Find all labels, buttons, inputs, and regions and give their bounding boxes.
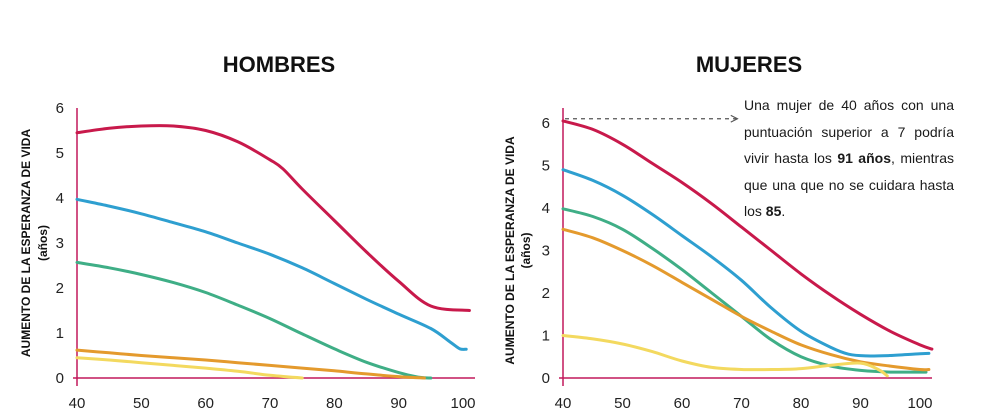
y-tick-label: 4 xyxy=(56,190,64,207)
y-axis-label: AUMENTO DE LA ESPERANZA DE VIDA xyxy=(19,129,33,358)
series-line-4 xyxy=(561,227,931,372)
annotation-text-before: Una mujer de 40 años con una puntuación … xyxy=(744,97,954,166)
y-axis-unit-label: (años) xyxy=(36,225,50,261)
series-line-2 xyxy=(561,168,931,358)
series-line-4 xyxy=(75,348,426,380)
series-line-3 xyxy=(561,207,928,374)
y-tick-label: 2 xyxy=(56,280,64,297)
y-tick-label: 4 xyxy=(542,200,550,217)
x-tick-label: 60 xyxy=(674,395,691,411)
y-tick-label: 3 xyxy=(542,243,550,260)
y-tick-label: 0 xyxy=(56,370,64,387)
y-tick-label: 6 xyxy=(56,100,64,117)
x-tick-label: 90 xyxy=(852,395,869,411)
x-tick-label: 70 xyxy=(733,395,750,411)
y-axis-unit-label: (años) xyxy=(519,232,533,268)
chart-title: HOMBRES xyxy=(223,52,335,77)
y-tick-label: 1 xyxy=(542,328,550,345)
x-tick-label: 80 xyxy=(793,395,810,411)
series-line-1 xyxy=(75,124,471,312)
x-tick-label: 50 xyxy=(614,395,631,411)
annotation-bold-age-2: 85 xyxy=(765,203,782,219)
y-tick-label: 2 xyxy=(542,285,550,302)
y-tick-label: 3 xyxy=(56,235,64,252)
chart-title: MUJERES xyxy=(696,52,802,77)
x-tick-label: 40 xyxy=(555,395,572,411)
annotation-text-middle: , mientras que una que no se cuidara has… xyxy=(744,150,954,219)
series-line-2 xyxy=(75,197,468,351)
series-line-5 xyxy=(75,356,304,380)
annotation-bold-age: 91 años xyxy=(837,150,891,166)
y-tick-label: 5 xyxy=(56,145,64,162)
chart-panel-1: HOMBRES AUMENTO DE LA ESPERANZA DE VIDA (a… xyxy=(19,52,476,411)
y-axis-label: AUMENTO DE LA ESPERANZA DE VIDA xyxy=(503,136,517,365)
y-tick-label: 1 xyxy=(56,325,64,342)
chart-panel-2: MUJERES AUMENTO DE LA ESPERANZA DE VIDA (a… xyxy=(503,52,934,411)
x-tick-label: 100 xyxy=(907,395,932,411)
x-tick-label: 50 xyxy=(133,395,150,411)
x-tick-label: 100 xyxy=(450,395,475,411)
x-tick-label: 90 xyxy=(390,395,407,411)
y-tick-label: 0 xyxy=(542,370,550,387)
y-tick-label: 6 xyxy=(542,115,550,132)
y-tick-label: 5 xyxy=(542,158,550,175)
series-line-1 xyxy=(561,119,934,351)
annotation-text: Una mujer de 40 años con una puntuación … xyxy=(744,92,954,225)
x-tick-label: 80 xyxy=(326,395,343,411)
annotation-text-after: . xyxy=(781,203,786,219)
x-tick-label: 40 xyxy=(69,395,86,411)
x-tick-label: 60 xyxy=(197,395,214,411)
series-line-3 xyxy=(75,260,433,380)
series-line-5 xyxy=(561,334,889,378)
x-tick-label: 70 xyxy=(262,395,279,411)
